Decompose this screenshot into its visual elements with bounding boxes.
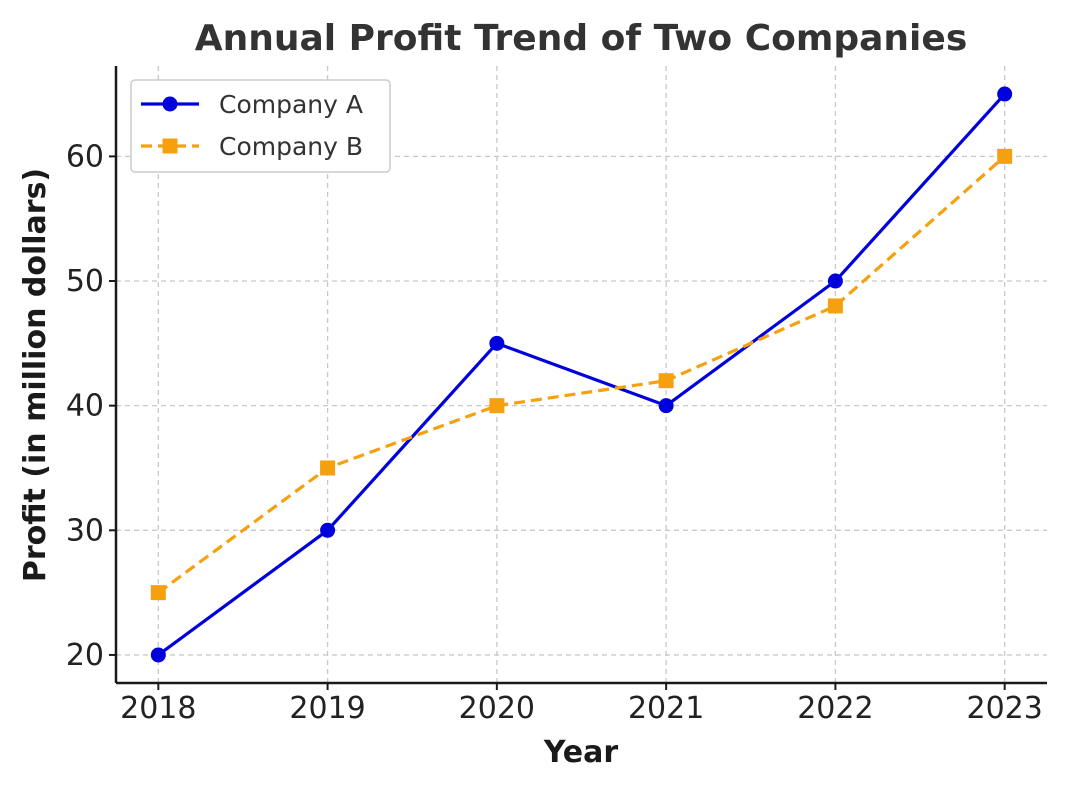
data-point-circle [827,273,843,289]
data-point-circle [997,86,1013,102]
x-tick-label: 2023 [967,691,1043,726]
series-company-b [150,148,1013,601]
y-tick-label: 40 [66,389,104,424]
x-tick-label: 2020 [459,691,535,726]
legend-label: Company B [219,132,363,161]
legend-marker-square [162,138,178,154]
legend-label: Company A [219,90,363,119]
legend-item: Company A [141,90,363,119]
data-point-square [150,585,166,601]
data-point-circle [320,522,336,538]
y-tick-label: 60 [66,139,104,174]
x-tick-label: 2018 [120,691,196,726]
y-tick-label: 30 [66,513,104,548]
data-point-square [489,398,505,414]
data-point-circle [489,335,505,351]
legend-items: Company A Company B [141,90,363,161]
data-point-square [658,373,674,389]
data-point-circle [658,398,674,414]
y-axis-label: Profit (in million dollars) [18,168,53,582]
data-point-square [997,148,1013,164]
legend-marker-circle [162,96,178,112]
data-point-circle [150,647,166,663]
x-tick-label: 2022 [797,691,873,726]
chart-title: Annual Profit Trend of Two Companies [195,18,968,59]
y-tick-label: 50 [66,264,104,299]
series-group [150,86,1013,663]
x-tick-label: 2019 [289,691,365,726]
legend: Company A Company B [130,79,391,173]
x-axis-label: Year [543,735,619,770]
series-line [157,155,1006,594]
data-point-square [320,460,336,476]
x-tick-label: 2021 [628,691,704,726]
data-point-square [827,298,843,314]
legend-item: Company B [141,132,363,161]
y-tick-label: 20 [66,638,104,673]
series-company-a [150,86,1013,663]
axis-ticks: 2018 2019 2020 2021 2022 2023 20 30 40 50 60 [66,139,1043,726]
series-line [157,92,1006,657]
